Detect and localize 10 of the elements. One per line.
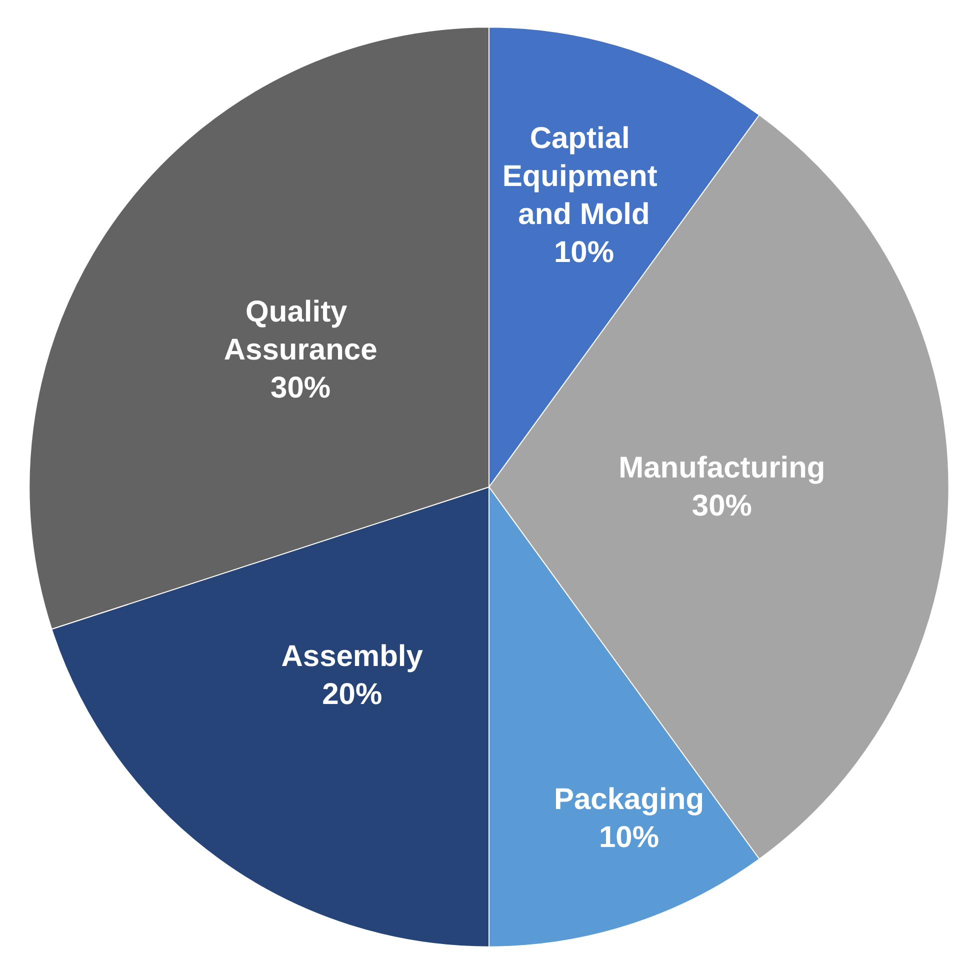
slice-label: Quality Assurance <box>224 296 378 367</box>
data-label: 20% <box>322 678 382 711</box>
data-label: 30% <box>270 372 331 405</box>
slice-label: Manufacturing <box>618 452 826 484</box>
slice-label: Packaging <box>554 783 704 816</box>
data-label: 10% <box>598 821 660 854</box>
data-label: 30% <box>692 490 752 522</box>
data-label: 10% <box>554 236 614 269</box>
slice-label: Assembly <box>281 640 424 673</box>
slice-label: Captial Equipment and Mold <box>502 122 666 231</box>
